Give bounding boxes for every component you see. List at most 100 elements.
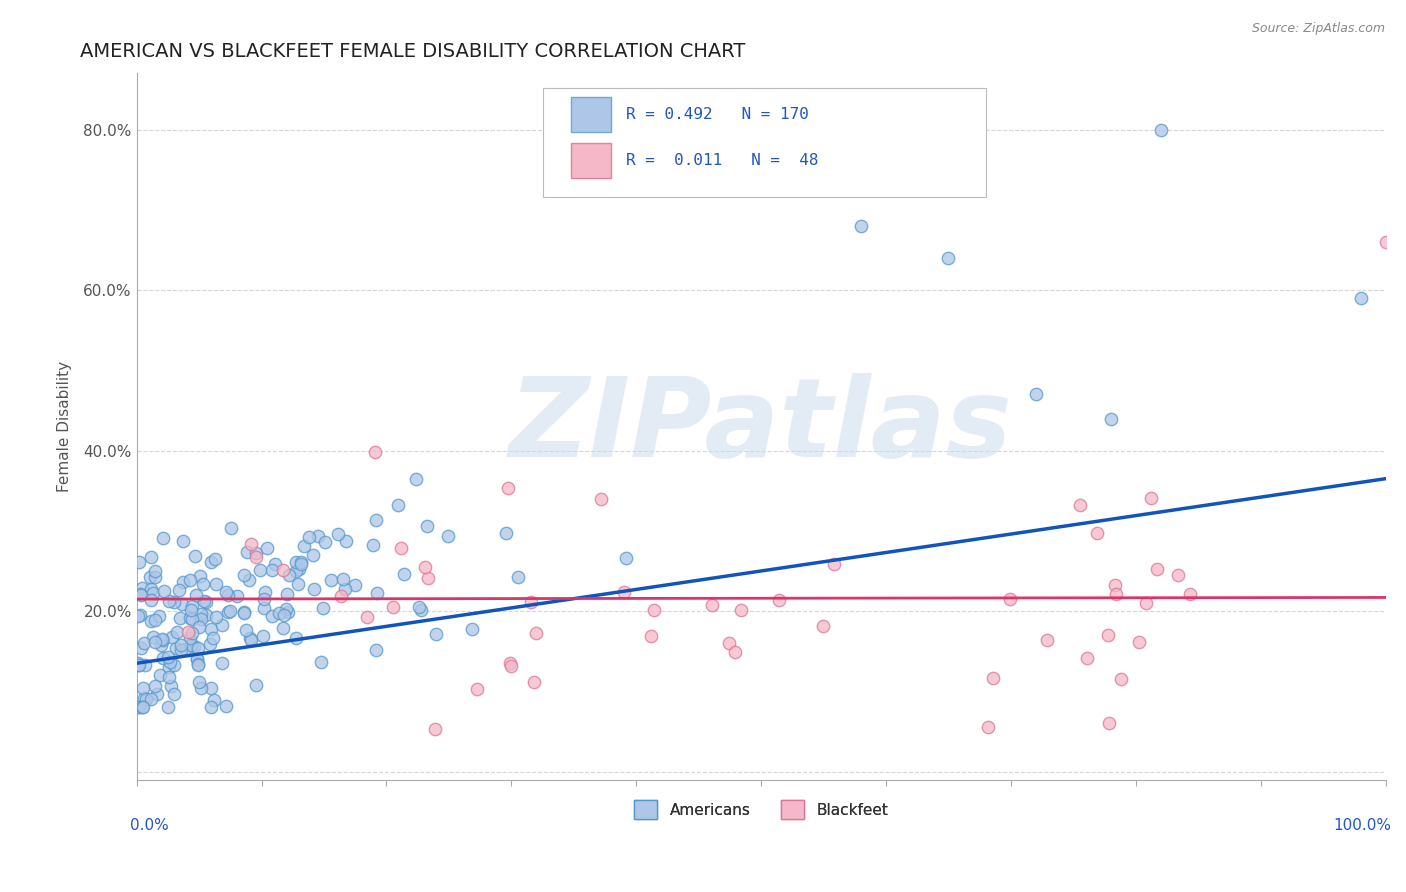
- Point: [153, 583, 176, 598]
- Point: [415, 519, 437, 533]
- Point: [287, 577, 309, 591]
- Point: [202, 693, 225, 707]
- Point: [436, 529, 458, 543]
- Point: [1105, 587, 1128, 601]
- Point: [200, 555, 222, 569]
- Point: [172, 575, 194, 590]
- Point: [165, 640, 187, 655]
- Point: [233, 606, 256, 620]
- Point: [143, 635, 166, 649]
- Point: [217, 605, 239, 619]
- Point: [1150, 122, 1173, 136]
- Text: AMERICAN VS BLACKFEET FEMALE DISABILITY CORRELATION CHART: AMERICAN VS BLACKFEET FEMALE DISABILITY …: [80, 42, 745, 61]
- Point: [278, 568, 301, 582]
- Point: [143, 570, 166, 584]
- Point: [1085, 525, 1108, 540]
- Point: [314, 534, 336, 549]
- Point: [343, 577, 366, 591]
- Point: [139, 593, 162, 607]
- Point: [1104, 578, 1126, 592]
- Point: [143, 564, 166, 578]
- Point: [240, 632, 263, 647]
- Point: [167, 583, 190, 598]
- Point: [460, 622, 482, 636]
- Point: [172, 534, 194, 549]
- Point: [142, 630, 165, 644]
- Point: [200, 637, 222, 651]
- Point: [1128, 635, 1150, 649]
- Point: [152, 633, 174, 648]
- Point: [193, 594, 215, 608]
- Point: [200, 681, 222, 696]
- Point: [159, 679, 181, 693]
- Point: [1109, 673, 1132, 687]
- Point: [290, 555, 312, 569]
- Point: [187, 641, 209, 656]
- Point: [309, 655, 332, 669]
- Point: [142, 586, 165, 600]
- Point: [211, 656, 233, 670]
- Point: [235, 624, 257, 638]
- Point: [277, 605, 299, 619]
- Point: [823, 557, 845, 571]
- Point: [132, 636, 155, 650]
- Point: [245, 546, 267, 560]
- Point: [495, 525, 517, 540]
- Point: [141, 615, 163, 629]
- Point: [127, 656, 149, 670]
- Point: [131, 582, 153, 596]
- Point: [252, 601, 274, 615]
- Point: [273, 608, 295, 623]
- Point: [129, 640, 152, 655]
- Point: [143, 679, 166, 693]
- Point: [408, 600, 430, 615]
- Point: [232, 605, 254, 619]
- Point: [157, 659, 180, 673]
- Point: [333, 582, 356, 596]
- Point: [186, 652, 208, 666]
- Point: [139, 691, 162, 706]
- Point: [465, 682, 488, 697]
- Point: [1374, 235, 1396, 249]
- Point: [180, 603, 202, 617]
- Point: [301, 548, 323, 562]
- Point: [405, 472, 427, 486]
- Point: [312, 601, 335, 615]
- Point: [238, 573, 260, 587]
- Point: [700, 598, 723, 612]
- Point: [127, 657, 149, 672]
- Point: [260, 609, 283, 624]
- Point: [187, 657, 209, 672]
- Point: [363, 538, 385, 552]
- Point: [190, 681, 212, 696]
- Point: [179, 631, 201, 645]
- Text: 0.0%: 0.0%: [131, 819, 169, 833]
- Point: [382, 600, 405, 615]
- Point: [724, 645, 747, 659]
- Point: [271, 563, 294, 577]
- Point: [131, 700, 153, 714]
- Point: [811, 619, 834, 633]
- FancyBboxPatch shape: [571, 96, 612, 132]
- Point: [163, 595, 186, 609]
- Point: [506, 570, 529, 584]
- Point: [195, 607, 218, 622]
- Point: [366, 585, 388, 599]
- Point: [1178, 587, 1201, 601]
- Point: [139, 570, 162, 584]
- Point: [389, 541, 412, 555]
- Text: R =  0.011   N =  48: R = 0.011 N = 48: [626, 153, 818, 168]
- Point: [181, 611, 204, 625]
- Point: [127, 700, 149, 714]
- Point: [177, 624, 200, 639]
- Point: [290, 557, 312, 571]
- Point: [184, 549, 207, 563]
- Point: [356, 610, 378, 624]
- Point: [288, 562, 311, 576]
- Point: [184, 588, 207, 602]
- Point: [1099, 411, 1122, 425]
- Point: [983, 671, 1005, 685]
- Point: [200, 623, 222, 637]
- Point: [524, 625, 547, 640]
- Point: [938, 251, 960, 265]
